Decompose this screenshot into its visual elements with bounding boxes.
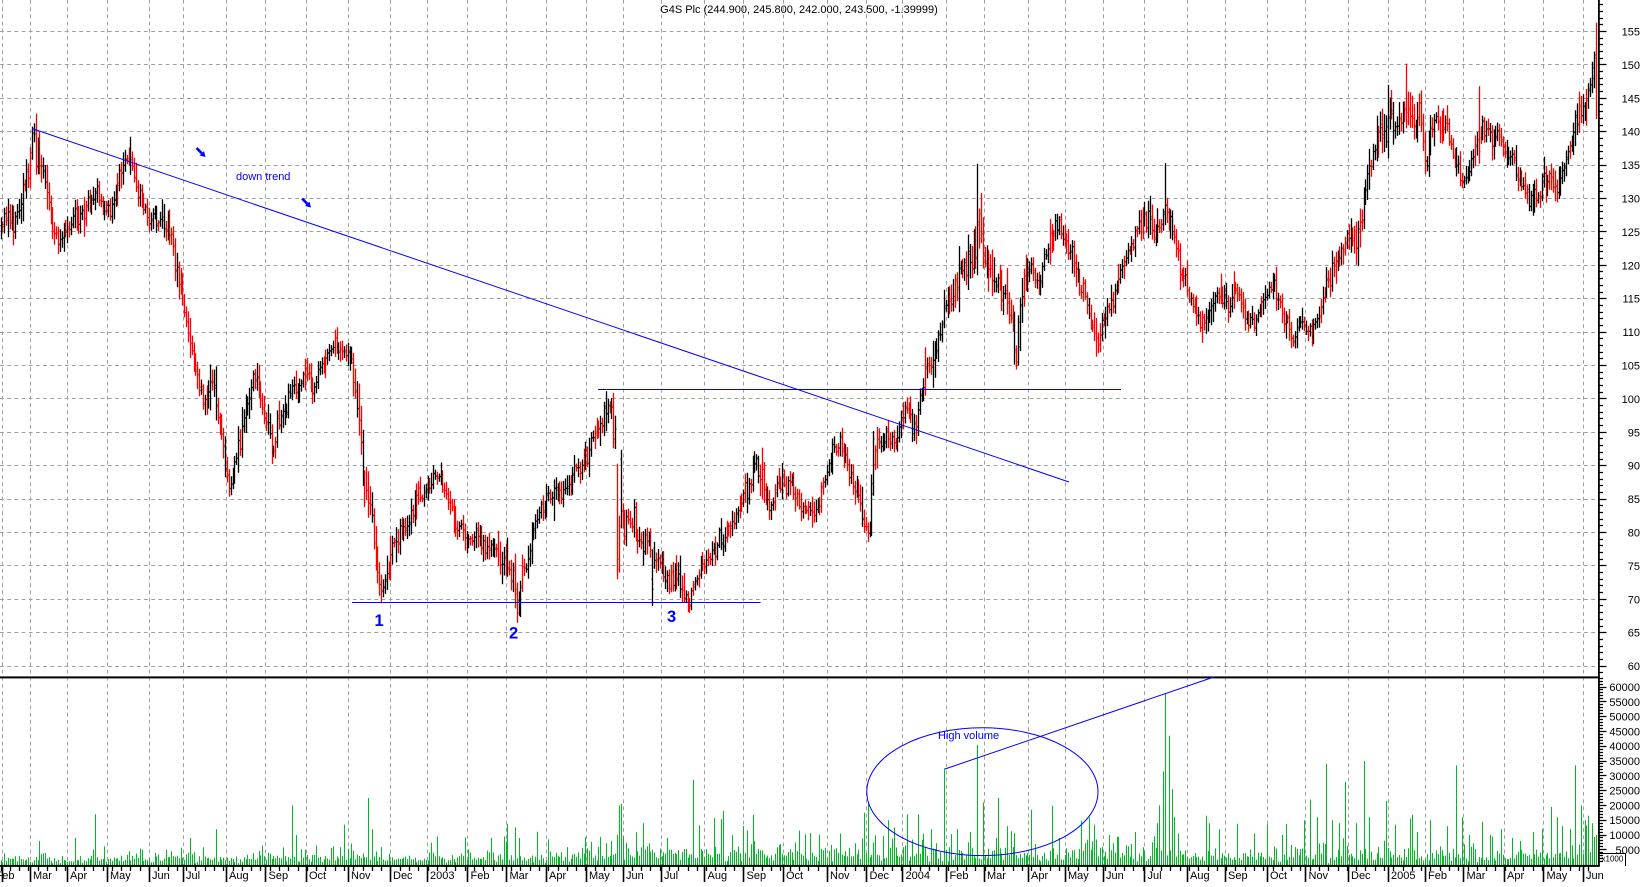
svg-text:Nov: Nov — [830, 870, 850, 882]
svg-text:100: 100 — [1622, 394, 1640, 406]
svg-text:50000: 50000 — [1609, 712, 1640, 724]
svg-text:90: 90 — [1628, 461, 1640, 473]
svg-text:115: 115 — [1622, 294, 1640, 306]
svg-text:25000: 25000 — [1609, 786, 1640, 798]
svg-text:Jun: Jun — [626, 870, 644, 882]
svg-text:2004: 2004 — [906, 870, 930, 882]
svg-text:Mar: Mar — [987, 870, 1006, 882]
svg-text:2: 2 — [509, 625, 518, 643]
svg-text:Oct: Oct — [309, 870, 326, 882]
svg-text:Dec: Dec — [870, 870, 890, 882]
svg-text:May: May — [1547, 870, 1568, 882]
svg-text:Jul: Jul — [186, 870, 200, 882]
svg-text:Oct: Oct — [1270, 870, 1287, 882]
svg-text:Jul: Jul — [664, 870, 678, 882]
svg-text:65: 65 — [1628, 628, 1640, 640]
svg-text:Oct: Oct — [786, 870, 803, 882]
svg-text:Sep: Sep — [1228, 870, 1248, 882]
svg-text:down trend: down trend — [236, 171, 290, 183]
svg-text:135: 135 — [1622, 160, 1640, 172]
svg-text:Aug: Aug — [708, 870, 728, 882]
svg-text:30000: 30000 — [1609, 771, 1640, 783]
svg-text:75: 75 — [1628, 561, 1640, 573]
svg-text:85: 85 — [1628, 494, 1640, 506]
svg-text:Jun: Jun — [1106, 870, 1124, 882]
svg-text:125: 125 — [1622, 227, 1640, 239]
svg-text:3: 3 — [667, 608, 676, 626]
svg-text:40000: 40000 — [1609, 741, 1640, 753]
svg-text:May: May — [1068, 870, 1089, 882]
svg-text:May: May — [589, 870, 610, 882]
svg-text:80: 80 — [1628, 528, 1640, 540]
svg-text:45000: 45000 — [1609, 726, 1640, 738]
svg-text:10000: 10000 — [1609, 830, 1640, 842]
svg-text:15000: 15000 — [1609, 815, 1640, 827]
svg-text:110: 110 — [1622, 327, 1640, 339]
svg-text:Apr: Apr — [1507, 870, 1524, 882]
svg-text:Apr: Apr — [549, 870, 566, 882]
svg-text:Aug: Aug — [1190, 870, 1210, 882]
svg-text:Mar: Mar — [510, 870, 529, 882]
svg-text:Dec: Dec — [1351, 870, 1371, 882]
svg-text:2003: 2003 — [430, 870, 454, 882]
svg-text:Sep: Sep — [269, 870, 289, 882]
svg-text:150: 150 — [1622, 60, 1640, 72]
svg-text:Jun: Jun — [1586, 870, 1604, 882]
svg-text:May: May — [110, 870, 131, 882]
svg-text:105: 105 — [1622, 361, 1640, 373]
svg-text:Mar: Mar — [1467, 870, 1486, 882]
svg-text:Aug: Aug — [229, 870, 249, 882]
svg-text:Jul: Jul — [1148, 870, 1162, 882]
svg-text:Jun: Jun — [152, 870, 170, 882]
svg-text:55000: 55000 — [1609, 697, 1640, 709]
svg-text:60: 60 — [1628, 661, 1640, 673]
svg-text:155: 155 — [1622, 27, 1640, 39]
svg-text:Sep: Sep — [747, 870, 767, 882]
svg-text:Feb: Feb — [0, 870, 14, 882]
svg-text:140: 140 — [1622, 127, 1640, 139]
svg-text:120: 120 — [1622, 260, 1640, 272]
svg-text:130: 130 — [1622, 194, 1640, 206]
svg-text:Nov: Nov — [1309, 870, 1329, 882]
svg-text:G4S Plc (244.900, 245.800, 242: G4S Plc (244.900, 245.800, 242.000, 243.… — [660, 4, 938, 16]
svg-text:5000: 5000 — [1616, 845, 1640, 857]
svg-text:145: 145 — [1622, 93, 1640, 105]
svg-text:2005: 2005 — [1391, 870, 1415, 882]
svg-text:60000: 60000 — [1609, 682, 1640, 694]
svg-text:x1000: x1000 — [1602, 855, 1624, 864]
svg-text:70: 70 — [1628, 594, 1640, 606]
svg-text:Feb: Feb — [950, 870, 969, 882]
svg-text:Dec: Dec — [393, 870, 413, 882]
svg-text:Apr: Apr — [1031, 870, 1048, 882]
svg-text:Mar: Mar — [33, 870, 52, 882]
svg-text:Feb: Feb — [1428, 870, 1447, 882]
svg-text:Nov: Nov — [351, 870, 371, 882]
svg-text:20000: 20000 — [1609, 800, 1640, 812]
svg-text:Apr: Apr — [70, 870, 87, 882]
svg-text:High volume: High volume — [938, 730, 999, 742]
svg-text:95: 95 — [1628, 427, 1640, 439]
svg-text:35000: 35000 — [1609, 756, 1640, 768]
svg-text:Feb: Feb — [471, 870, 490, 882]
svg-text:1: 1 — [375, 612, 384, 630]
